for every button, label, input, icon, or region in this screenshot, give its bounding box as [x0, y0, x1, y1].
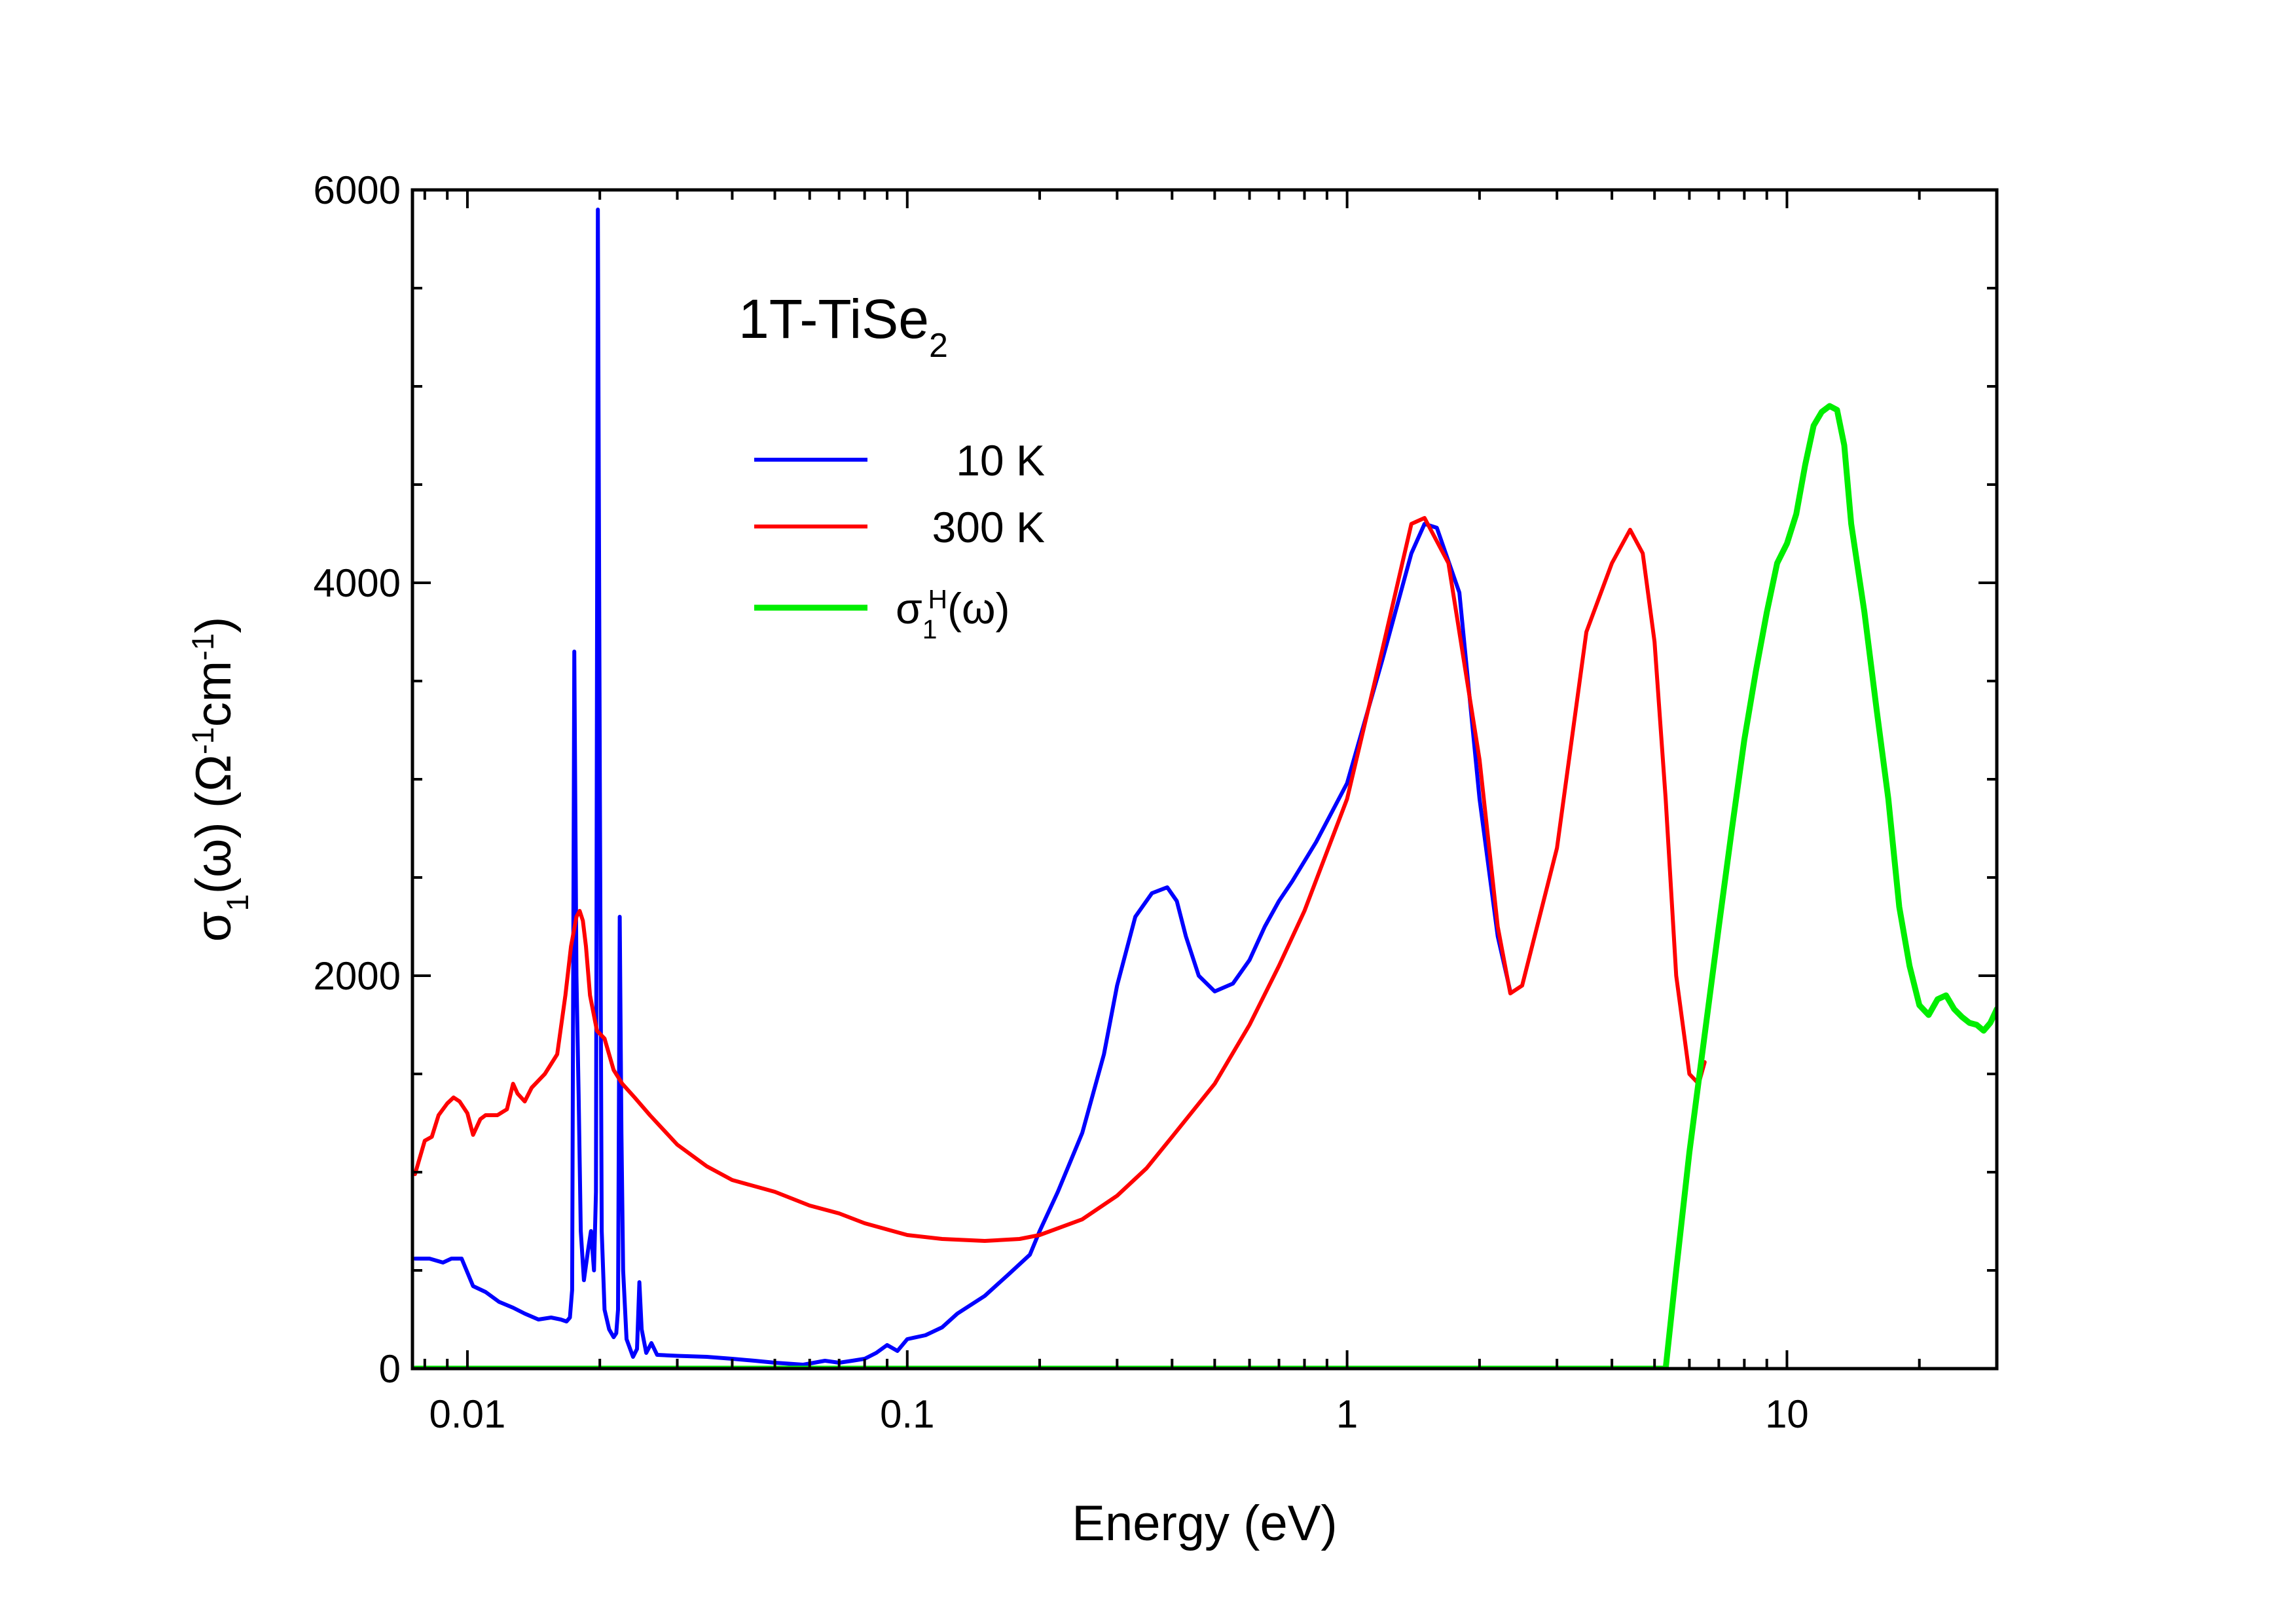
y-axis-title-sub1: 1 [220, 894, 255, 911]
x-tick-label: 0.1 [880, 1392, 934, 1436]
legend: 10 K 300 K σ1H(ω) [754, 436, 1045, 644]
y-tick-label: 2000 [314, 954, 401, 998]
y-axis-title-sigma: σ [186, 911, 242, 942]
y-tick-label: 0 [379, 1347, 401, 1391]
legend-label-300k: 300 K [932, 503, 1045, 551]
series-line-2 [412, 403, 1997, 1369]
y-axis-title-sup1: -1 [185, 727, 220, 754]
y-tick-label: 6000 [314, 168, 401, 212]
legend-label-sigma1h-rest: (ω) [947, 584, 1010, 633]
series-layer [412, 208, 1997, 1369]
y-axis-title-sup2: -1 [185, 633, 220, 661]
y-axis-title-close: ) [186, 617, 242, 633]
y-axis-title: σ1(ω) (Ω-1cm-1) [185, 617, 255, 942]
x-tick-label: 1 [1336, 1392, 1358, 1436]
legend-label-sigma1h-sup: H [928, 584, 948, 614]
sample-label: 1T-TiSe2 [738, 288, 948, 365]
sample-label-sub: 2 [929, 327, 948, 365]
plot-frame [410, 188, 1999, 1371]
x-tick-label: 0.01 [429, 1392, 506, 1436]
sample-label-base: 1T-TiSe [738, 288, 929, 350]
legend-label-sigma1h-sub: 1 [922, 614, 938, 644]
x-axis-title: Energy (eV) [1072, 1496, 1338, 1551]
x-tick-label: 10 [1765, 1392, 1809, 1436]
y-tick-label: 4000 [314, 561, 401, 605]
legend-label-sigma1h-sigma: σ [896, 584, 922, 633]
tick-label-layer: 0.01 0.1 1 10 0 2000 4000 6000 [314, 168, 1809, 1436]
y-axis-title-middle: (ω) (Ω [186, 754, 242, 894]
series-line-0 [412, 208, 1512, 1367]
legend-label-sigma1h: σ1H(ω) [896, 584, 1010, 644]
y-axis-title-cm: cm [186, 661, 242, 727]
series-line-1 [412, 516, 1707, 1243]
tick-layer [412, 189, 1998, 1370]
legend-label-10k: 10 K [956, 436, 1045, 485]
